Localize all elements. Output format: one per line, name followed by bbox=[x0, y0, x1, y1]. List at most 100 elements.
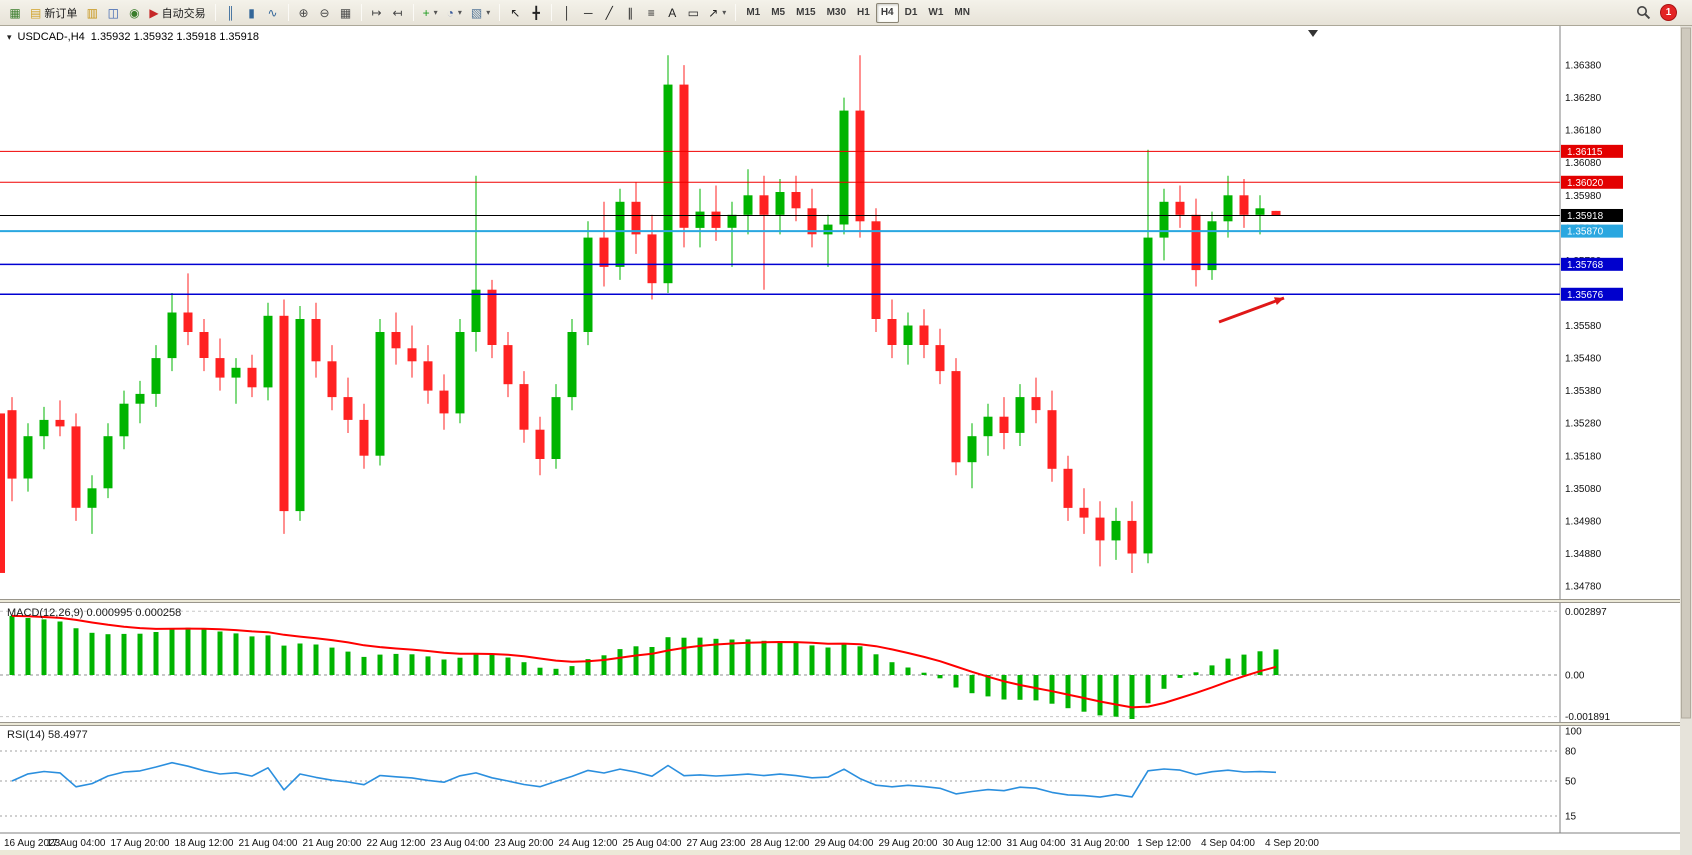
add-indicator-button-dropdown-icon[interactable]: ▾ bbox=[433, 8, 438, 17]
arrows-button-glyph: ↗ bbox=[708, 5, 719, 20]
cursor-icon[interactable]: ↖ bbox=[505, 3, 525, 23]
price-tag-label: 1.36020 bbox=[1567, 178, 1604, 189]
candle-body bbox=[759, 195, 769, 215]
timeframe-w1[interactable]: W1 bbox=[923, 3, 948, 23]
new-chart-icon[interactable]: ▦ bbox=[5, 3, 25, 23]
price-tag bbox=[1561, 257, 1623, 271]
auto-scroll-icon[interactable]: ↦ bbox=[367, 3, 387, 23]
candlestick-chart-icon[interactable]: ▮ bbox=[242, 3, 262, 23]
vertical-scrollbar-thumb[interactable] bbox=[1681, 27, 1691, 719]
candle-body bbox=[119, 403, 129, 437]
candle-body bbox=[279, 315, 289, 512]
price-axis-label: 1.35380 bbox=[1565, 386, 1602, 397]
price-chart[interactable]: 1.36380 1.36280 1.36180 1.36080 1.35980 1.358… bbox=[0, 26, 1692, 855]
candle-body bbox=[1175, 201, 1185, 215]
arrows-button[interactable]: ↗ ▾ bbox=[704, 3, 730, 23]
cursor-icon-glyph: ↖ bbox=[510, 5, 521, 20]
rsi-axis-label: 100 bbox=[1565, 727, 1582, 738]
candle-body bbox=[791, 192, 801, 209]
trendline-icon[interactable]: ╱ bbox=[599, 3, 619, 23]
chart-shift-marker[interactable] bbox=[1308, 30, 1318, 37]
timeframe-d1[interactable]: D1 bbox=[900, 3, 923, 23]
candle-body bbox=[711, 211, 721, 228]
macd-axis-label: -0.001891 bbox=[1565, 712, 1610, 723]
toolbar-separator bbox=[287, 4, 289, 21]
price-tag bbox=[1561, 144, 1623, 158]
candle-body bbox=[1095, 517, 1105, 541]
horizontal-line-icon[interactable]: ─ bbox=[578, 3, 598, 23]
new-order-button[interactable]: ▤ 新订单 bbox=[26, 3, 81, 23]
add-indicator-button[interactable]: + ▾ bbox=[419, 3, 442, 23]
data-window-icon-glyph: ◫ bbox=[107, 5, 120, 20]
arrows-button-dropdown-icon[interactable]: ▾ bbox=[722, 8, 727, 17]
zoom-out-icon[interactable]: ⊖ bbox=[315, 3, 335, 23]
bar-chart-icon[interactable]: ║ bbox=[221, 3, 241, 23]
candle-body bbox=[359, 419, 369, 456]
candle-body bbox=[1207, 221, 1217, 271]
price-axis-label: 1.35480 bbox=[1565, 354, 1602, 365]
candle-body bbox=[503, 345, 513, 385]
timeframe-m1[interactable]: M1 bbox=[741, 3, 765, 23]
candle-body bbox=[935, 345, 945, 372]
candle-body bbox=[439, 390, 449, 414]
templates-button[interactable]: ▧ ▾ bbox=[467, 3, 494, 23]
timeframe-m30[interactable]: M30 bbox=[822, 3, 851, 23]
toolbar-separator bbox=[412, 4, 414, 21]
pane-splitter[interactable] bbox=[0, 722, 1692, 726]
fibonacci-icon[interactable]: ≡ bbox=[641, 3, 661, 23]
collapse-triangle-icon[interactable]: ▾ bbox=[7, 31, 12, 42]
navigator-icon[interactable]: ◉ bbox=[124, 3, 144, 23]
timeframe-h4[interactable]: H4 bbox=[875, 2, 899, 23]
pane-splitter[interactable] bbox=[0, 599, 1692, 603]
candle-body bbox=[903, 325, 913, 345]
periods-button[interactable]: ◔ ▾ bbox=[443, 3, 466, 23]
timeframe-m15[interactable]: M15 bbox=[791, 3, 820, 23]
chart-window: 1.36380 1.36280 1.36180 1.36080 1.35980 1.358… bbox=[0, 26, 1692, 855]
notification-badge[interactable]: 1 bbox=[1660, 4, 1677, 21]
price-tag-label: 1.35768 bbox=[1567, 260, 1604, 271]
tile-windows-icon[interactable]: ▦ bbox=[336, 3, 356, 23]
candle-body bbox=[679, 84, 689, 228]
price-tag-label: 1.35918 bbox=[1567, 211, 1604, 222]
crosshair-icon[interactable]: ╋ bbox=[526, 3, 546, 23]
candle-body bbox=[551, 397, 561, 459]
rsi-axis-label: 80 bbox=[1565, 747, 1577, 758]
ohlc-values: 1.35932 1.35932 1.35918 1.35918 bbox=[90, 31, 259, 43]
line-chart-icon[interactable]: ∿ bbox=[263, 3, 283, 23]
vertical-line-icon-glyph: │ bbox=[563, 5, 571, 20]
market-watch-icon[interactable]: ▥ bbox=[82, 3, 102, 23]
candle-body bbox=[183, 312, 193, 332]
timeframe-m5[interactable]: M5 bbox=[766, 3, 790, 23]
periods-button-dropdown-icon[interactable]: ▾ bbox=[457, 8, 462, 17]
candle-body bbox=[1143, 237, 1153, 554]
label-icon[interactable]: ▭ bbox=[683, 3, 703, 23]
market-watch-icon-glyph: ▥ bbox=[86, 5, 99, 20]
candle-body bbox=[375, 332, 385, 456]
auto-scroll-icon-glyph: ↦ bbox=[371, 5, 382, 20]
autotrading-button[interactable]: ▶ 自动交易 bbox=[145, 3, 209, 23]
chart-shift-icon[interactable]: ↤ bbox=[388, 3, 408, 23]
data-window-icon[interactable]: ◫ bbox=[103, 3, 123, 23]
trendline-icon-glyph: ╱ bbox=[605, 5, 613, 20]
price-tag-label: 1.35870 bbox=[1567, 227, 1604, 238]
crosshair-icon-glyph: ╋ bbox=[532, 5, 540, 20]
price-axis-label: 1.35980 bbox=[1565, 191, 1602, 202]
vertical-line-icon[interactable]: │ bbox=[557, 3, 577, 23]
candle-body bbox=[967, 436, 977, 463]
candle-body bbox=[1191, 214, 1201, 271]
price-axis-label: 1.34980 bbox=[1565, 516, 1602, 527]
time-axis-label: 4 Sep 20:00 bbox=[1265, 838, 1319, 849]
candle-body bbox=[807, 208, 817, 235]
price-tag-label: 1.36115 bbox=[1567, 147, 1603, 158]
search-icon[interactable] bbox=[1636, 5, 1651, 20]
annotation-arrow-line[interactable] bbox=[1218, 296, 1285, 324]
channel-icon[interactable]: ∥ bbox=[620, 3, 640, 23]
templates-button-dropdown-icon[interactable]: ▾ bbox=[486, 8, 491, 17]
candle-body bbox=[1079, 507, 1089, 518]
timeframe-mn[interactable]: MN bbox=[949, 3, 975, 23]
timeframe-h1[interactable]: H1 bbox=[852, 3, 875, 23]
candle-body bbox=[871, 221, 881, 319]
tile-windows-icon-glyph: ▦ bbox=[339, 5, 352, 20]
text-icon[interactable]: A bbox=[662, 3, 682, 23]
zoom-in-icon[interactable]: ⊕ bbox=[294, 3, 314, 23]
